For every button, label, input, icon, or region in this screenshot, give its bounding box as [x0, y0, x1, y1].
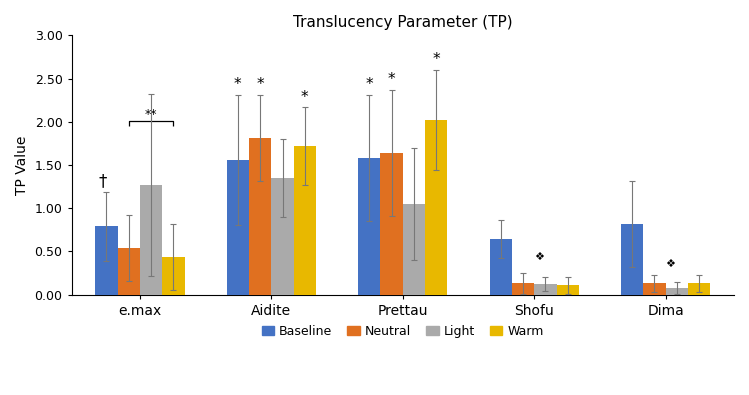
Bar	[227, 160, 249, 295]
Bar	[666, 288, 688, 295]
Bar	[294, 146, 316, 295]
Text: ❖: ❖	[665, 259, 675, 269]
Bar	[688, 284, 710, 295]
Bar	[512, 284, 534, 295]
Bar	[425, 120, 447, 295]
Legend: Baseline, Neutral, Light, Warm: Baseline, Neutral, Light, Warm	[257, 320, 549, 343]
Bar	[380, 153, 403, 295]
Text: *: *	[301, 90, 309, 105]
Bar	[249, 138, 271, 295]
Bar	[271, 178, 294, 295]
Bar	[163, 257, 184, 295]
Bar	[358, 158, 380, 295]
Text: ❖: ❖	[534, 252, 544, 262]
Y-axis label: TP Value: TP Value	[15, 135, 29, 195]
Text: *: *	[234, 77, 242, 92]
Bar	[95, 226, 118, 295]
Text: *: *	[256, 77, 264, 92]
Bar	[490, 239, 512, 295]
Bar	[403, 204, 425, 295]
Text: *: *	[388, 72, 395, 87]
Bar	[643, 284, 666, 295]
Bar	[621, 224, 643, 295]
Text: †: †	[98, 172, 106, 190]
Text: *: *	[366, 77, 373, 92]
Title: Translucency Parameter (TP): Translucency Parameter (TP)	[293, 15, 512, 30]
Bar	[534, 284, 557, 295]
Bar	[557, 285, 579, 295]
Text: *: *	[432, 52, 440, 67]
Bar	[118, 248, 140, 295]
Bar	[140, 185, 163, 295]
Text: **: **	[145, 108, 157, 121]
